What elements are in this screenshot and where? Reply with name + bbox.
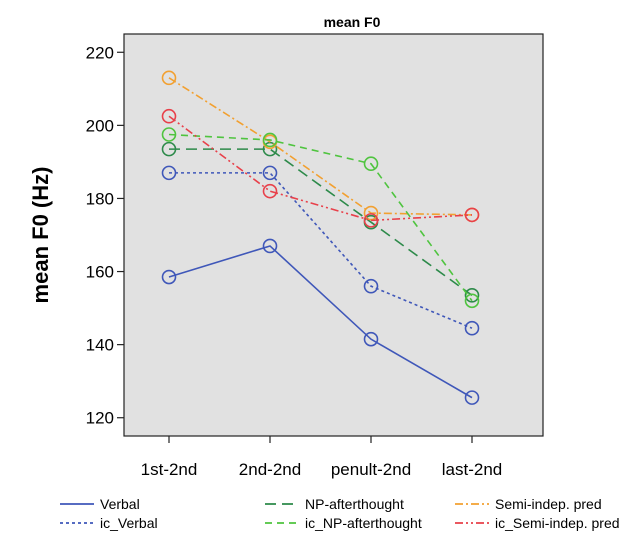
data-point bbox=[363, 156, 379, 172]
series-line bbox=[169, 172, 473, 329]
y-tick-label: 160 bbox=[86, 263, 114, 282]
data-point bbox=[464, 287, 480, 303]
data-point bbox=[363, 331, 379, 347]
data-point bbox=[161, 127, 177, 142]
data-point bbox=[262, 132, 278, 148]
legend-label: NP-afterthought bbox=[305, 496, 404, 512]
legend-item: ic_Semi-indep. pred bbox=[455, 515, 620, 531]
data-point bbox=[363, 278, 379, 294]
series-ic-verbal bbox=[161, 165, 480, 336]
legend-item: ic_Verbal bbox=[60, 515, 158, 531]
y-tick-label: 220 bbox=[86, 43, 114, 62]
legend-item: Verbal bbox=[60, 496, 140, 512]
data-point bbox=[262, 183, 278, 199]
data-point bbox=[161, 165, 177, 181]
series-ic-semi-indep-pred bbox=[161, 108, 480, 228]
data-point bbox=[464, 320, 480, 336]
legend-label: Verbal bbox=[100, 496, 140, 512]
chart-title: mean F0 bbox=[324, 14, 381, 30]
series-line bbox=[168, 245, 473, 399]
legend-item: NP-afterthought bbox=[265, 496, 404, 512]
x-axis: 1st-2nd 2nd-2nd penult-2nd last-2nd bbox=[141, 436, 502, 479]
data-point bbox=[161, 269, 177, 285]
series-ic-np-afterthought bbox=[161, 127, 480, 309]
x-tick-label: 1st-2nd bbox=[141, 460, 198, 479]
y-axis-label: mean F0 (Hz) bbox=[28, 167, 53, 304]
y-tick-label: 180 bbox=[86, 189, 114, 208]
series-np-afterthought bbox=[161, 141, 480, 303]
series-line bbox=[168, 77, 473, 216]
legend-label: ic_Semi-indep. pred bbox=[495, 515, 620, 531]
x-tick-label: last-2nd bbox=[442, 460, 502, 479]
series-layer bbox=[161, 70, 480, 405]
data-point bbox=[464, 293, 480, 309]
legend-item: ic_NP-afterthought bbox=[265, 515, 422, 531]
y-axis: 120 140 160 180 200 220 bbox=[86, 43, 124, 428]
data-point bbox=[161, 108, 177, 124]
series-line bbox=[168, 133, 473, 302]
y-tick-label: 140 bbox=[86, 336, 114, 355]
legend-label: ic_Verbal bbox=[100, 515, 158, 531]
legend-label: Semi-indep. pred bbox=[495, 496, 602, 512]
series-verbal bbox=[161, 238, 480, 405]
y-tick-label: 200 bbox=[86, 116, 114, 135]
plot-area bbox=[123, 33, 544, 437]
data-point bbox=[161, 70, 177, 86]
legend: Verbal NP-afterthought Semi-indep. pred ic_… bbox=[60, 496, 620, 531]
data-point bbox=[363, 205, 379, 221]
x-tick-label: 2nd-2nd bbox=[239, 460, 301, 479]
data-point bbox=[161, 141, 177, 157]
y-tick-label: 120 bbox=[86, 409, 114, 428]
legend-item: Semi-indep. pred bbox=[455, 496, 602, 512]
data-point bbox=[464, 207, 480, 223]
series-line bbox=[169, 148, 473, 296]
data-point bbox=[262, 141, 278, 157]
x-tick-label: penult-2nd bbox=[331, 460, 411, 479]
data-point bbox=[363, 213, 379, 228]
data-point bbox=[464, 390, 480, 405]
legend-label: ic_NP-afterthought bbox=[305, 515, 422, 531]
data-point bbox=[262, 165, 278, 181]
data-point bbox=[262, 238, 278, 254]
